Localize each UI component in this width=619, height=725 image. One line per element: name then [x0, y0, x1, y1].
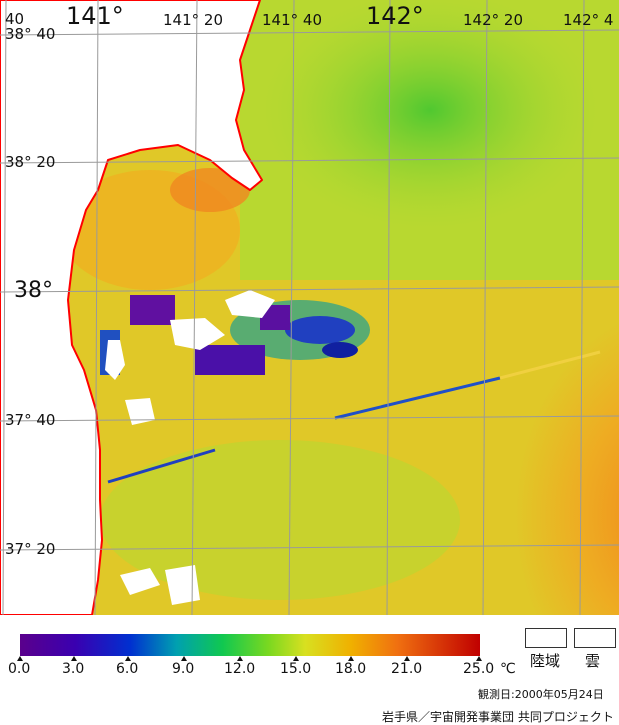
lon-label-142-40: 142° 4: [563, 11, 614, 29]
purple-patch-1: [130, 295, 175, 325]
purple-patch-3: [195, 345, 265, 375]
cloud-legend-label: 雲: [585, 652, 601, 670]
scan-line-2: [334, 376, 501, 420]
warm-patch-north: [170, 168, 250, 212]
tick-marker: [293, 656, 299, 661]
sst-map: [0, 0, 619, 615]
lat-label-38-20: 38° 20: [5, 153, 56, 171]
cloud-5: [120, 568, 160, 595]
scan-line-1: [107, 448, 216, 484]
lat-label-38-40: 38° 40: [5, 25, 56, 43]
lon-label-141-40: 141° 40: [262, 11, 322, 29]
tick-marker: [71, 656, 77, 661]
land: [0, 0, 263, 615]
cool-water-north: [260, 0, 600, 230]
lat-label-37-40: 37° 40: [5, 411, 56, 429]
lon-label-141: 141°: [66, 2, 124, 30]
lat-label-38: 38°: [14, 278, 53, 303]
tick-label: 18.0: [335, 661, 367, 677]
sst-map-svg: [0, 0, 619, 615]
cloud-legend-swatch: [574, 628, 616, 648]
cloud-2: [170, 318, 225, 350]
cloud-6: [165, 565, 200, 605]
graticule: [0, 0, 619, 615]
lon-label-140-40: 40: [5, 10, 25, 28]
observation-date: 観測日:2000年05月24日: [478, 688, 604, 701]
tick-label: 6.0: [116, 661, 139, 677]
temperature-color-bar: [20, 634, 480, 656]
tick-marker: [348, 656, 354, 661]
lon-label-142-20: 142° 20: [463, 11, 523, 29]
cloud-3: [105, 340, 125, 380]
scan-line-3: [499, 350, 601, 380]
tick-marker: [181, 656, 187, 661]
tick-label: 12.0: [224, 661, 256, 677]
tick-label: 25.0: [463, 661, 495, 677]
lat-label-37-20: 37° 20: [5, 540, 56, 558]
unit-label: ℃: [500, 661, 516, 677]
credit-text: 岩手県／宇宙開発事業団 共同プロジェクト: [382, 710, 614, 724]
tick-label: 15.0: [280, 661, 312, 677]
cloud-1: [225, 290, 275, 318]
cloud-4: [125, 398, 155, 425]
cold-core-2: [322, 342, 358, 358]
tick-marker: [125, 656, 131, 661]
cold-core: [285, 316, 355, 344]
warm-water-southeast: [410, 250, 619, 615]
tick-label: 21.0: [391, 661, 423, 677]
tick-label: 3.0: [62, 661, 85, 677]
tick-marker: [404, 656, 410, 661]
lon-label-141-20: 141° 20: [163, 11, 223, 29]
tick-marker: [476, 656, 482, 661]
green-south: [100, 440, 460, 600]
tick-marker: [17, 656, 23, 661]
land-legend-label: 陸域: [530, 652, 561, 670]
tick-label: 9.0: [172, 661, 195, 677]
land-legend-swatch: [525, 628, 567, 648]
tick-label: 0.0: [8, 661, 31, 677]
lon-label-142: 142°: [366, 2, 424, 30]
tick-marker: [237, 656, 243, 661]
